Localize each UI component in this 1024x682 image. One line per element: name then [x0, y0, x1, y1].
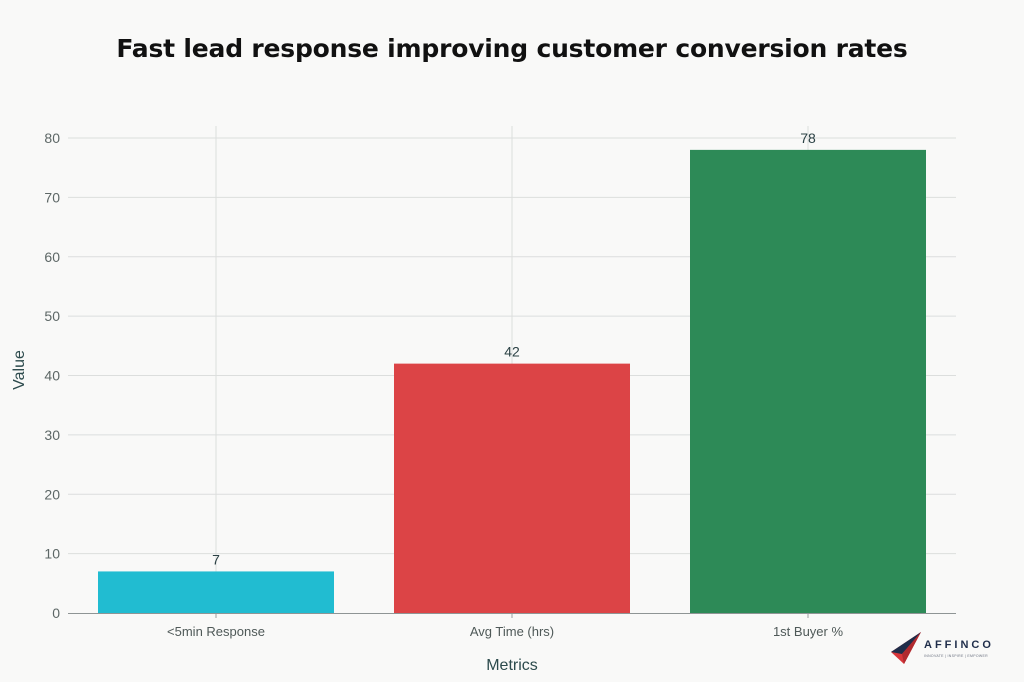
bar-value-label: 42	[504, 344, 520, 360]
y-axis-title: Value	[11, 350, 28, 390]
logo-tagline: INNOVATE | INSPIRE | EMPOWER	[924, 654, 988, 658]
y-tick-label: 30	[44, 427, 60, 443]
x-axis-title: Metrics	[486, 657, 538, 674]
affinco-logo: AFFINCO INNOVATE | INSPIRE | EMPOWER	[890, 630, 1012, 666]
y-tick-label: 20	[44, 486, 60, 502]
x-tick-label: <5min Response	[167, 624, 265, 639]
y-tick-label: 60	[44, 249, 60, 265]
bar-value-label: 7	[212, 551, 220, 567]
y-tick-label: 70	[44, 189, 60, 205]
x-tick-label: 1st Buyer %	[773, 624, 844, 639]
y-tick-label: 10	[44, 546, 60, 562]
bar	[98, 571, 334, 613]
logo-name: AFFINCO	[924, 639, 994, 651]
paper-plane-icon	[891, 632, 921, 664]
bar-layer: 7 42 78	[98, 130, 926, 613]
y-tick-label: 40	[44, 368, 60, 384]
bar	[394, 363, 630, 613]
bar-value-label: 78	[800, 130, 816, 146]
chart-title: Fast lead response improving customer co…	[116, 34, 908, 63]
y-tick-label: 50	[44, 308, 60, 324]
x-tick-label: Avg Time (hrs)	[470, 624, 554, 639]
bar	[690, 149, 926, 613]
y-tick-label: 0	[52, 605, 60, 621]
axis-layer: 0 10 20 30 40 50 60 70 80 <5min Response Avg Time …	[44, 130, 956, 639]
y-tick-label: 80	[44, 130, 60, 146]
